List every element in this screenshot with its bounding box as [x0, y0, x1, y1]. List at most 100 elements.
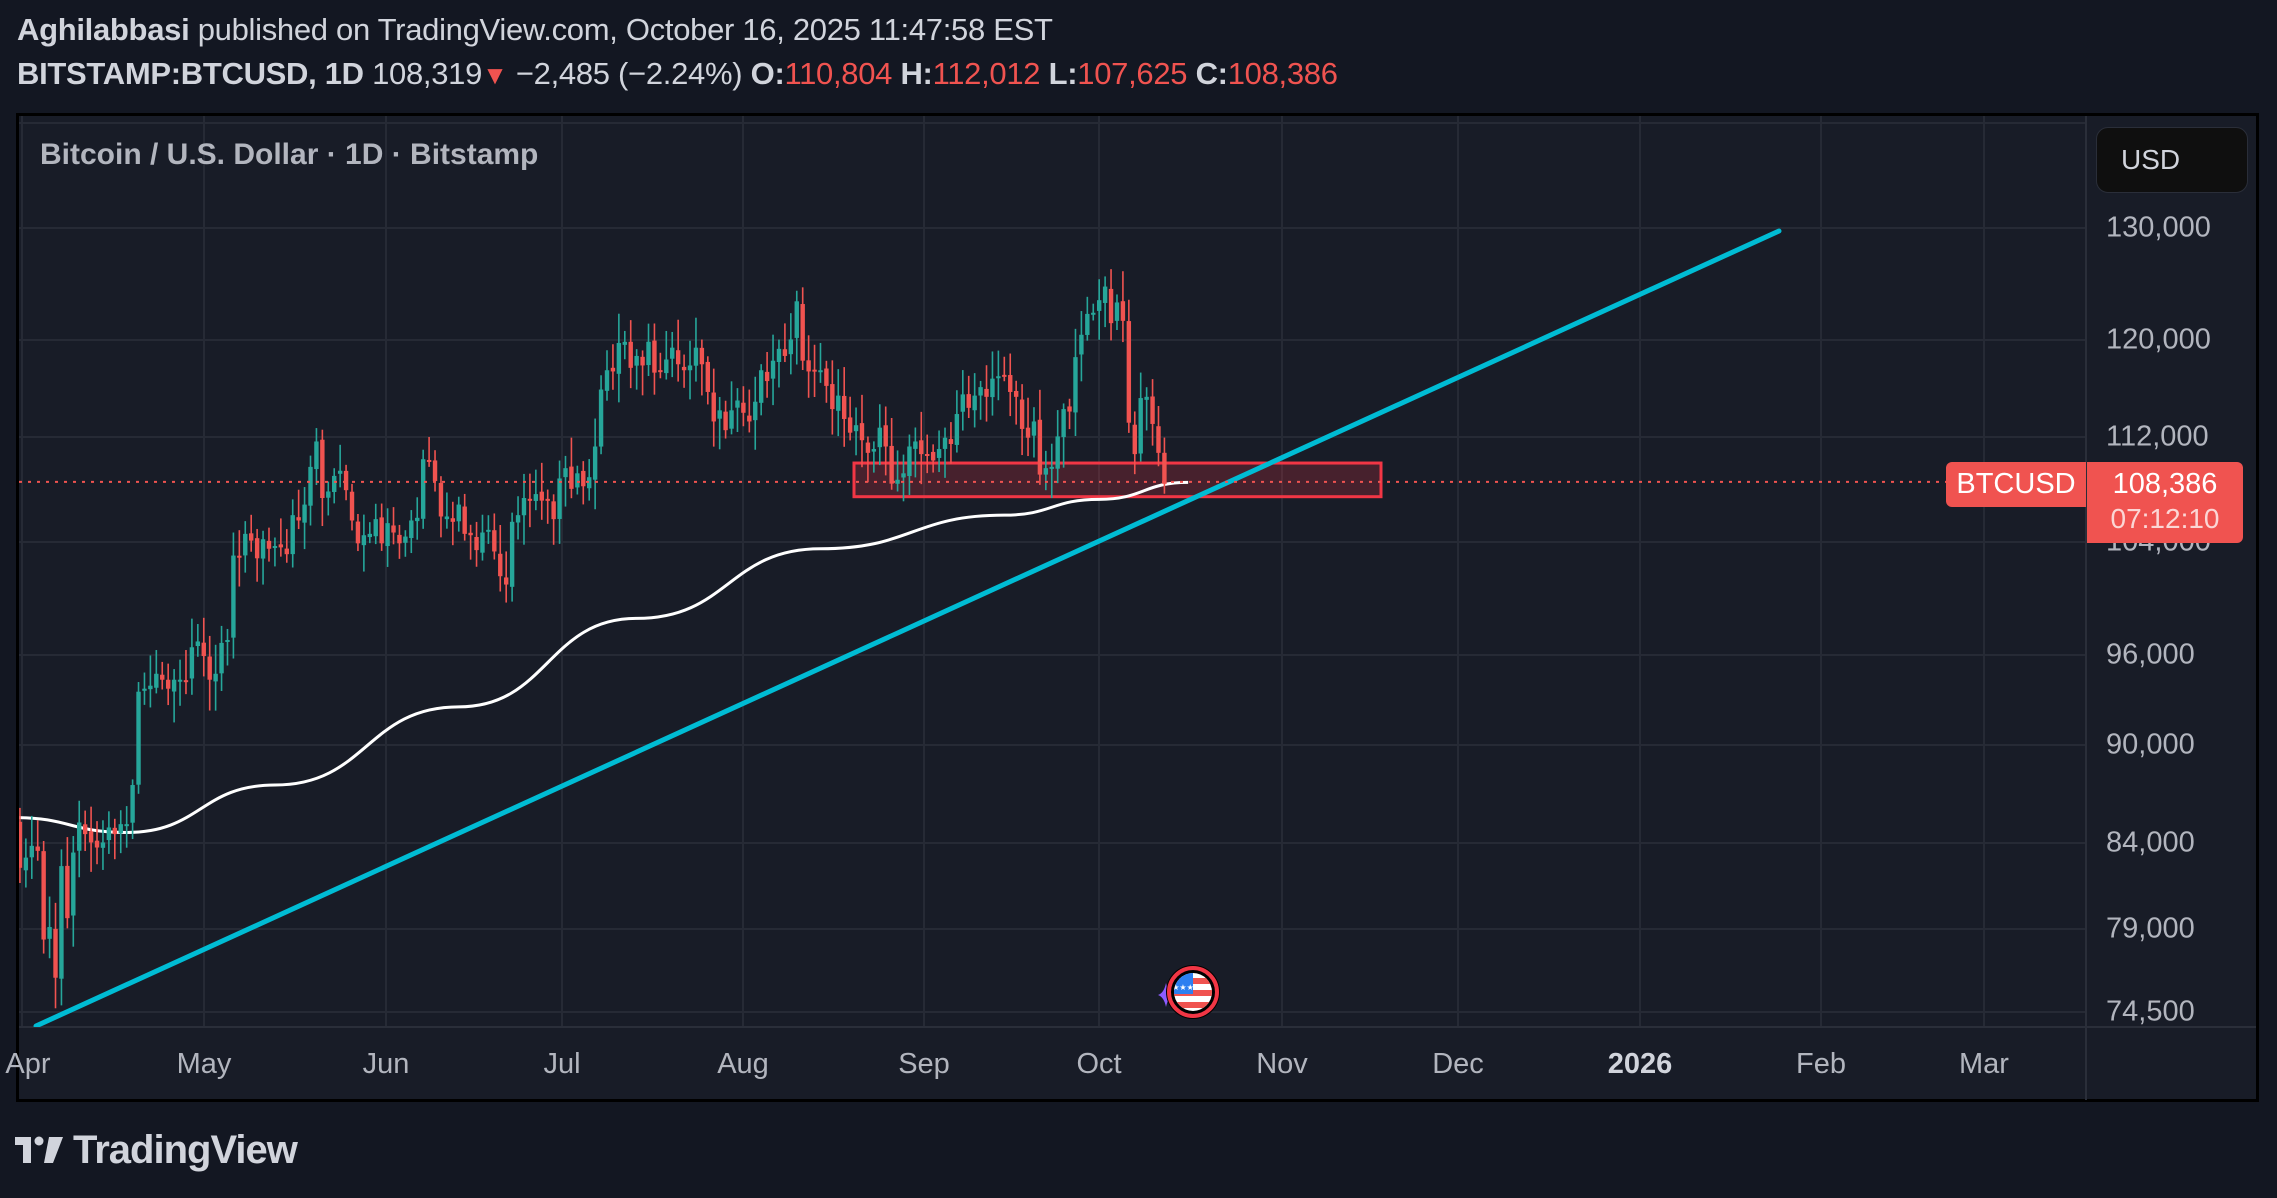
candle-body [551, 501, 556, 520]
ascending-trendline [33, 228, 1782, 1027]
candle-body [444, 516, 450, 520]
logo-text: TradingView [73, 1127, 298, 1172]
candle-body [118, 824, 123, 834]
candle-body [883, 425, 888, 447]
candle-body [972, 395, 977, 411]
candle-body [978, 387, 983, 396]
candle-body [847, 417, 853, 433]
price-axis-label: 90,000 [2106, 728, 2195, 761]
candle-body [373, 519, 378, 537]
candle-body [124, 824, 129, 827]
candle-body [865, 442, 871, 453]
candle-body [207, 656, 212, 680]
candle-body [1049, 466, 1054, 469]
chart-frame[interactable] [16, 113, 2259, 1102]
candle-body [19, 821, 23, 868]
candle-body [948, 439, 954, 444]
candle-body [616, 342, 622, 374]
currency-button[interactable]: USD [2096, 127, 2248, 193]
candle-body [634, 355, 639, 366]
candle-body [1079, 334, 1084, 355]
close-value: 108,386 [1227, 56, 1338, 91]
candle-body [788, 339, 794, 355]
close-label: C: [1195, 56, 1228, 91]
candle-body [699, 347, 705, 365]
candle-body [1096, 300, 1102, 311]
candle-body [675, 350, 681, 365]
candle-body [503, 577, 509, 585]
last-price-tag: 108,386 07:12:10 [2087, 462, 2243, 543]
tradingview-logo[interactable]: TradingView [15, 1127, 298, 1172]
candle-body [480, 532, 485, 553]
time-axis-label: Jun [362, 1048, 410, 1080]
candle-body [438, 482, 444, 517]
candle-body [41, 851, 46, 940]
candle-body [942, 437, 948, 449]
candle-body [681, 366, 687, 371]
candle-body [1013, 390, 1019, 397]
candle-body [492, 530, 497, 552]
candle-body [693, 347, 699, 366]
candle-body [717, 410, 722, 419]
candle-body [136, 691, 141, 785]
price-axis-label: 84,000 [2106, 826, 2195, 859]
candle-body [343, 470, 349, 491]
candle-body [53, 928, 58, 978]
moving-average-line [19, 480, 1189, 834]
candle-body [456, 504, 461, 522]
candle-body [1091, 312, 1096, 315]
time-axis-label: Oct [1076, 1048, 1122, 1080]
candle-body [195, 641, 201, 647]
candle-body [266, 540, 272, 549]
time-axis-label: Sep [898, 1048, 950, 1080]
candle-body [355, 521, 361, 544]
candle-body [379, 517, 384, 544]
candle-body [415, 517, 420, 522]
candle-body [604, 370, 610, 391]
candle-body [533, 494, 539, 501]
candle-body [764, 371, 770, 382]
candle-body [1156, 426, 1161, 453]
candle-body [1102, 286, 1108, 303]
candle-body [326, 491, 331, 498]
candle-body [557, 478, 562, 519]
candle-body [249, 533, 254, 541]
candle-body [82, 824, 88, 835]
candle-body [296, 517, 301, 521]
candle-body [314, 441, 319, 470]
candle-body [521, 498, 527, 516]
symbol-name: BITSTAMP:BTCUSD, 1D [17, 56, 364, 91]
candle-body [1061, 409, 1066, 438]
candle-body [741, 402, 746, 413]
bar-countdown: 07:12:10 [2110, 503, 2220, 534]
us-flag-event-icon[interactable]: ★★★ [1158, 965, 1220, 1019]
candle-body [29, 845, 34, 858]
candle-body [770, 360, 776, 379]
candle-body [1085, 313, 1090, 335]
candle-body [539, 491, 544, 501]
author-name[interactable]: Aghilabbasi [17, 12, 190, 47]
candle-body [260, 539, 266, 559]
open-value: 110,804 [784, 56, 893, 91]
candle-body [254, 538, 260, 559]
price-axis-label: 120,000 [2106, 323, 2211, 356]
candle-body [711, 392, 716, 422]
candle-body [23, 857, 29, 871]
candle-body [130, 785, 135, 823]
time-axis-label: Mar [1959, 1048, 2009, 1080]
candle-body [35, 846, 40, 851]
candle-body [486, 529, 491, 532]
candle-body [836, 395, 841, 411]
candle-body [776, 348, 782, 362]
candle-body [670, 347, 675, 359]
candle-body [747, 415, 752, 422]
low-value: 107,625 [1077, 56, 1188, 91]
candle-body [1150, 396, 1155, 424]
candle-body [1162, 452, 1167, 484]
last-price: 108,319 [372, 56, 483, 91]
candle-body [877, 427, 882, 448]
candle-body [361, 535, 367, 546]
candle-body [996, 376, 1001, 379]
candle-body [830, 384, 835, 410]
